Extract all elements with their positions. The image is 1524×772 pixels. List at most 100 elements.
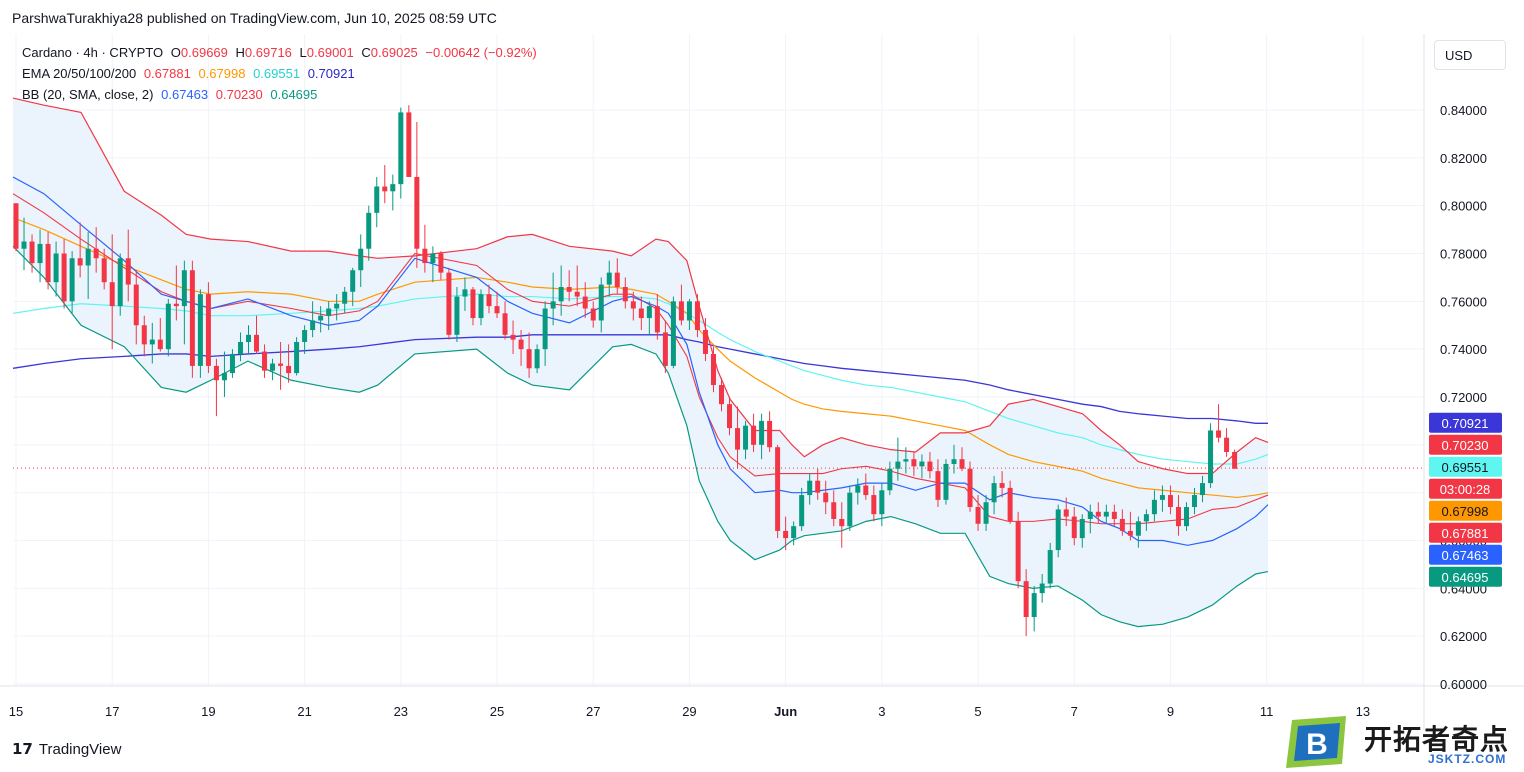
candle-body	[887, 468, 893, 491]
candle-body	[53, 253, 59, 283]
watermark-subtitle: JSKTZ.COM	[1428, 752, 1507, 766]
candle-body	[326, 308, 332, 316]
candle-body	[237, 341, 243, 354]
candle-body	[999, 483, 1005, 488]
candle-body	[558, 286, 564, 302]
price-badge	[1429, 522, 1502, 543]
high-label: H	[235, 45, 245, 60]
candle-body	[911, 459, 917, 467]
candle-body	[759, 420, 765, 445]
candle-body	[815, 480, 821, 493]
ema200-value: 0.70921	[307, 66, 355, 81]
price-badge	[1429, 434, 1502, 455]
candle-body	[221, 373, 227, 381]
candle-body	[101, 258, 107, 283]
candle-body	[702, 330, 708, 354]
candle-body	[951, 459, 957, 464]
bb-label[interactable]: BB (20, SMA, close, 2)	[22, 87, 154, 102]
candle-body	[903, 459, 909, 462]
candle-body	[334, 303, 340, 309]
candle-body	[622, 286, 628, 302]
candle-body	[630, 301, 636, 309]
price-chart[interactable]: 0.84000 0.82000 0.80000 0.78000 0.76000 0.740…	[0, 34, 1524, 730]
ema20-value: 0.67881	[143, 66, 191, 81]
candle-body	[735, 428, 741, 450]
ema-label[interactable]: EMA 20/50/100/200	[22, 66, 137, 81]
watermark-title: 开拓者奇点	[1364, 724, 1510, 755]
candle-body	[566, 286, 572, 292]
candle-body	[1071, 516, 1077, 539]
candle-body	[983, 502, 989, 524]
candle-body	[1216, 430, 1222, 438]
candle-body	[286, 365, 292, 374]
candle-body	[358, 248, 364, 271]
candle-body	[13, 203, 19, 249]
tradingview-wordmark: TradingView	[38, 740, 122, 758]
time-tick-label: 3	[878, 704, 885, 719]
candle-body	[342, 291, 348, 304]
ema50-value: 0.67998	[198, 66, 246, 81]
candle-body	[318, 315, 324, 321]
candle-body	[1087, 511, 1093, 519]
close-value: 0.69025	[370, 45, 418, 60]
candle-body	[157, 339, 163, 350]
candle-body	[542, 308, 548, 350]
price-tick-label: 0.76000	[1440, 294, 1487, 309]
candle-body	[919, 461, 925, 467]
candle-body	[1039, 583, 1045, 594]
watermark: B 开拓者奇点 JSKTZ.COM	[1282, 716, 1522, 770]
candle-body	[1095, 511, 1101, 517]
candle-body	[879, 490, 885, 515]
chart-area[interactable]: 0.84000 0.82000 0.80000 0.78000 0.76000 0.740…	[0, 34, 1524, 730]
candle-body	[590, 308, 596, 321]
candle-body	[189, 270, 195, 366]
candle-body	[1183, 507, 1189, 527]
price-tick-label: 0.72000	[1440, 390, 1487, 405]
time-tick-label: 25	[490, 704, 504, 719]
price-tick-label: 0.82000	[1440, 151, 1487, 166]
candle-body	[518, 339, 524, 350]
candle-body	[767, 420, 773, 448]
tradingview-icon: 𝟭𝟳	[12, 741, 33, 758]
price-badge-label: 0.69551	[1442, 460, 1489, 475]
candle-body	[1103, 511, 1109, 517]
candle-body	[1047, 550, 1053, 584]
candle-body	[109, 282, 115, 307]
candle-body	[197, 294, 203, 366]
tradingview-logo[interactable]: 𝟭𝟳 TradingView	[12, 740, 122, 759]
candle-body	[799, 495, 805, 527]
candle-body	[1063, 509, 1069, 517]
candle-body	[606, 272, 612, 285]
price-badge-label: 0.67463	[1442, 548, 1489, 563]
candle-body	[446, 272, 452, 335]
price-tick-label: 0.84000	[1440, 103, 1487, 118]
candle-body	[294, 341, 300, 374]
candle-body	[374, 186, 380, 213]
candle-body	[45, 243, 51, 283]
candle-body	[1192, 495, 1198, 508]
price-badge	[1429, 500, 1502, 521]
candle-body	[181, 270, 187, 307]
candle-body	[1119, 518, 1125, 531]
time-tick-label: 9	[1167, 704, 1174, 719]
candle-body	[943, 463, 949, 500]
time-tick-label: 17	[105, 704, 119, 719]
symbol-label[interactable]: Cardano · 4h · CRYPTO	[22, 45, 164, 60]
candle-body	[125, 258, 131, 285]
time-tick-label: 15	[9, 704, 23, 719]
candle-body	[310, 320, 316, 331]
price-badge	[1429, 456, 1502, 477]
candle-body	[975, 507, 981, 524]
close-label: C	[361, 45, 371, 60]
candle-body	[550, 301, 556, 309]
candle-body	[1079, 518, 1085, 539]
candle-body	[1007, 487, 1013, 522]
open-value: 0.69669	[180, 45, 228, 60]
candle-body	[534, 349, 540, 369]
price-badge-label: 0.70230	[1442, 438, 1489, 453]
candle-body	[686, 301, 692, 321]
watermark-b-icon: B	[1286, 716, 1346, 768]
currency-button[interactable]: USD	[1434, 40, 1506, 70]
candle-body	[727, 404, 733, 429]
ema100-value: 0.69551	[253, 66, 301, 81]
